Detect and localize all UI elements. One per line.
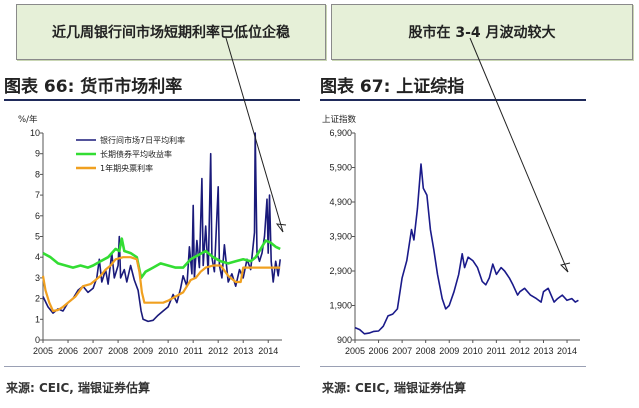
- x-tick-label: 2005: [33, 346, 53, 356]
- series-line-1: [42, 132, 281, 323]
- x-tick-label: 2006: [369, 346, 389, 356]
- x-tick-label: 2012: [510, 346, 530, 356]
- arrow-head-icon: [275, 223, 287, 233]
- y-tick-label: 1: [35, 314, 40, 324]
- y-tick-label: 1,900: [329, 301, 352, 311]
- x-tick-label: 2011: [487, 346, 506, 356]
- title-rule: [320, 99, 586, 101]
- x-tick-label: 2009: [133, 346, 153, 356]
- y-tick-label: 8: [35, 169, 40, 179]
- x-tick-label: 2014: [557, 346, 577, 356]
- x-tick-label: 2010: [158, 346, 178, 356]
- x-tick-label: 2008: [108, 346, 128, 356]
- y-tick-label: 0: [35, 335, 40, 345]
- x-tick-label: 2013: [233, 346, 253, 356]
- y-tick-label: 4: [35, 252, 40, 262]
- callout-text: 近几周银行间市场短期利率已低位企稳: [52, 25, 290, 41]
- arrow-head-icon: [560, 262, 571, 273]
- bottom-rule: [4, 366, 300, 367]
- series-line-2: [42, 237, 281, 280]
- callout-interbank-rates: 近几周银行间市场短期利率已低位企稳: [16, 4, 326, 60]
- source-note: 来源: CEIC, 瑞银证券估算: [322, 381, 466, 395]
- legend-label: 长期债券平均收益率: [100, 149, 172, 159]
- x-tick-label: 2011: [183, 346, 202, 356]
- callout-arrow: [225, 37, 284, 233]
- axis-unit-label: 上证指数: [322, 114, 357, 125]
- y-tick-label: 3,900: [329, 232, 352, 242]
- x-tick-label: 2014: [258, 346, 278, 356]
- y-tick-label: 2: [35, 294, 40, 304]
- x-tick-label: 2007: [392, 346, 412, 356]
- bottom-rule: [320, 366, 586, 367]
- y-tick-label: 7: [35, 190, 40, 200]
- series-line-1: [354, 163, 579, 335]
- figure-title-money-market: 图表 66: 货币市场利率: [4, 77, 183, 97]
- figure-title-shanghai-index: 图表 67: 上证综指: [320, 77, 465, 97]
- y-tick-label: 6: [35, 211, 40, 221]
- x-tick-label: 2009: [439, 346, 459, 356]
- series-line-3: [41, 256, 281, 313]
- y-tick-label: 900: [337, 335, 352, 345]
- x-tick-label: 2006: [58, 346, 78, 356]
- y-tick-label: 2,900: [329, 266, 352, 276]
- y-tick-label: 5,900: [329, 163, 352, 173]
- x-tick-label: 2008: [416, 346, 436, 356]
- shanghai-index-chart: 上证指数 900 1,900 2,900 3,900 4,900 5,900 6,900 200…: [322, 114, 580, 356]
- title-rule: [4, 99, 300, 101]
- callout-arrow: [469, 37, 569, 273]
- y-tick-label: 5: [35, 232, 40, 242]
- y-tick-label: 3: [35, 273, 40, 283]
- x-tick-label: 2010: [463, 346, 483, 356]
- y-tick-label: 10: [30, 128, 40, 138]
- y-tick-label: 9: [35, 149, 40, 159]
- callout-text: 股市在 3-4 月波动较大: [408, 25, 556, 41]
- x-tick-label: 2013: [533, 346, 553, 356]
- axis-unit-label: %/年: [18, 114, 38, 125]
- legend-label: 银行间市场7日平均利率: [100, 135, 185, 145]
- y-tick-label: 6,900: [329, 128, 352, 138]
- x-tick-label: 2007: [83, 346, 103, 356]
- x-tick-label: 2005: [345, 346, 365, 356]
- money-market-chart: %/年 0 1 2 3 4 5 6 7 8 9 10 2005 2006 2007 2008 2009 2010 2…: [18, 114, 282, 356]
- callout-stock-volatility: 股市在 3-4 月波动较大: [331, 4, 633, 60]
- source-note: 来源: CEIC, 瑞银证券估算: [6, 381, 150, 395]
- legend-label: 1年期央票利率: [100, 163, 153, 173]
- x-tick-label: 2012: [208, 346, 228, 356]
- y-tick-label: 4,900: [329, 197, 352, 207]
